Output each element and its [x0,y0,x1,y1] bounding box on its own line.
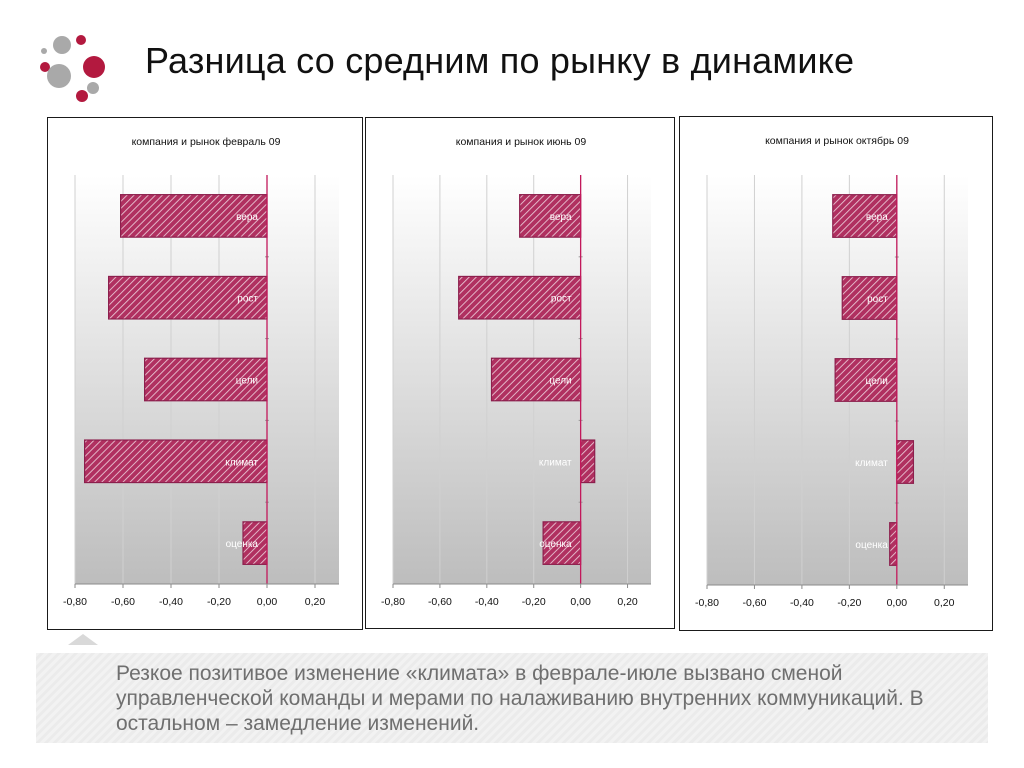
x-tick-label: -0,80 [381,596,405,608]
bar-4 [896,440,915,484]
bar-1 [832,194,898,238]
bar-4 [580,439,596,484]
category-label: оценка [226,539,259,550]
x-tick-label: -0,80 [63,596,87,608]
category-label: оценка [539,539,572,550]
bar-2 [458,275,582,320]
chart-title: компания и рынок февраль 09 [132,136,281,148]
category-label: климат [539,457,572,468]
category-label: вера [550,212,572,223]
chart-svg: компания и рынок октябрь 09 вера рост цели к… [695,135,968,609]
x-tick-label: -0,40 [475,596,499,608]
chart-title: компания и рынок июнь 09 [456,136,587,148]
category-label: климат [225,457,258,468]
category-label: оценка [855,540,888,551]
category-label: рост [237,294,258,305]
x-tick-label: -0,40 [790,597,814,609]
chart-panel-october: компания и рынок октябрь 09 вера рост цели к… [679,116,993,631]
category-label: вера [236,212,258,223]
bar-5 [242,521,268,565]
bar-2 [107,275,268,320]
bar-1 [519,194,582,238]
category-label: рост [867,294,888,305]
x-tick-label: 0,00 [887,597,908,609]
x-tick-label: -0,60 [428,596,452,608]
callout-pointer [68,634,98,645]
logo-dots-icon [40,35,105,102]
chart-panel-february: компания и рынок февраль 09 вера рост цели к… [47,117,363,630]
x-tick-label: -0,60 [742,597,766,609]
category-label: рост [551,294,572,305]
x-tick-label: -0,60 [111,596,135,608]
x-tick-label: -0,20 [522,596,546,608]
bar-1 [119,194,268,238]
x-tick-label: 0,00 [570,596,591,608]
x-tick-label: -0,20 [837,597,861,609]
chart-panel-june: компания и рынок июнь 09 вера рост цели клим… [365,117,675,629]
bar-3 [490,357,582,402]
category-label: цели [866,376,888,387]
callout-box: Резкое позитивое изменение «климата» в ф… [36,653,988,743]
x-tick-label: 0,20 [934,597,955,609]
bar-3 [834,358,898,402]
bar-5 [889,522,898,566]
x-tick-label: -0,80 [695,597,719,609]
bar-5 [542,521,582,565]
x-tick-label: 0,00 [257,596,278,608]
category-label: вера [866,212,888,223]
slide-title: Разница со средним по рынку в динамике [145,40,855,81]
category-label: цели [549,376,571,387]
bar-4 [83,439,268,484]
x-tick-label: 0,20 [305,596,326,608]
x-tick-label: 0,20 [617,596,638,608]
chart-svg: компания и рынок февраль 09 вера рост цели к… [63,136,339,608]
chart-title: компания и рынок октябрь 09 [765,135,909,147]
category-label: климат [855,458,888,469]
chart-svg: компания и рынок июнь 09 вера рост цели клим… [381,136,651,608]
callout-text: Резкое позитивое изменение «климата» в ф… [116,662,924,735]
category-label: цели [236,376,258,387]
x-tick-label: -0,20 [207,596,231,608]
x-tick-label: -0,40 [159,596,183,608]
bar-2 [841,276,898,320]
